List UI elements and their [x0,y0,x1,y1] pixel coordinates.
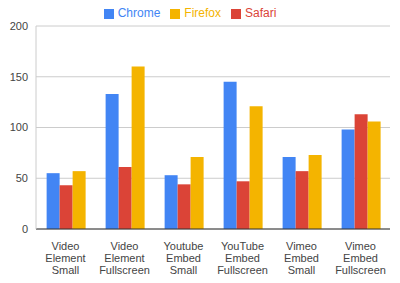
svg-text:150: 150 [10,71,28,83]
svg-text:VideoElementFullscreen: VideoElementFullscreen [99,240,150,276]
svg-text:YouTubeEmbedFullscreen: YouTubeEmbedFullscreen [217,240,268,276]
svg-text:VideoElementSmall: VideoElementSmall [45,240,85,276]
svg-text:100: 100 [10,121,28,133]
svg-text:0: 0 [22,223,28,235]
svg-text:200: 200 [10,20,28,32]
html-text:Safari: Safari [245,6,277,20]
html-text:Firefox: Firefox [184,6,221,20]
svg-text:VimeoEmbedFullscreen: VimeoEmbedFullscreen [335,240,386,276]
html-text:Chrome: Chrome [117,6,161,20]
svg-text:50: 50 [16,172,28,184]
svg-text:YoutubeEmbedSmall: YoutubeEmbedSmall [164,240,204,276]
svg-text:VimeoEmbedSmall: VimeoEmbedSmall [284,240,319,276]
